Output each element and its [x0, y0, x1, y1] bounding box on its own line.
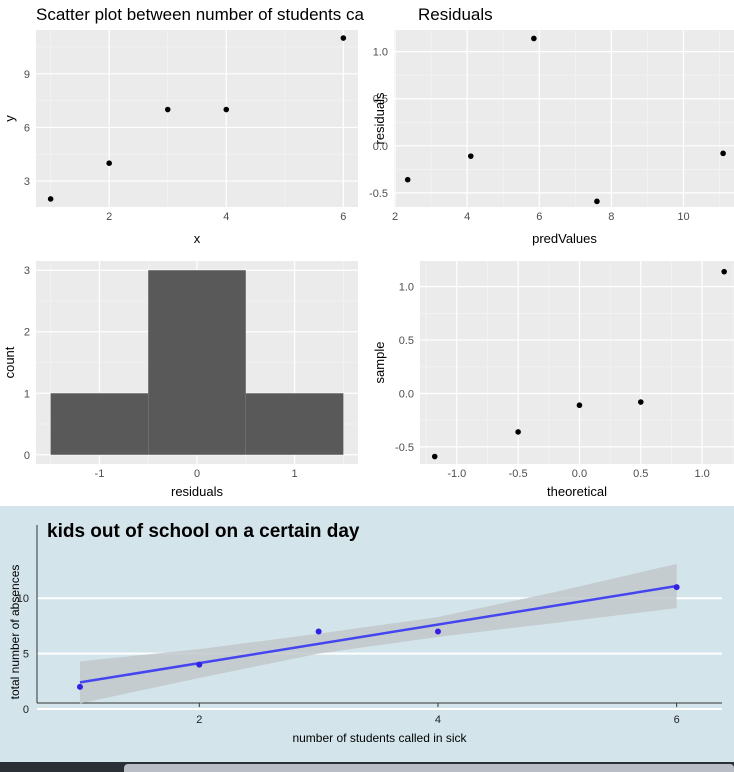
y-axis-label: sample: [372, 342, 387, 384]
x-tick-label: 1: [292, 468, 298, 480]
x-tick-label: 4: [464, 211, 470, 223]
data-point: [106, 160, 112, 166]
x-tick-label: 2: [106, 211, 112, 223]
x-tick-label: -0.5: [509, 468, 528, 480]
histogram-bar: [50, 393, 149, 455]
x-tick-label: 4: [435, 714, 441, 726]
y-tick-label: 0.0: [373, 141, 388, 153]
y-tick-label: -0.5: [369, 188, 388, 200]
x-tick-label: 8: [608, 211, 614, 223]
y-tick-label: 3: [24, 176, 30, 188]
x-tick-label: 2: [392, 211, 398, 223]
chart-2: 2 4 6 8 10 -0.5 0.0 0.5 1.0 Residuals predValues re…: [369, 5, 734, 246]
chart-title: Scatter plot between number of students …: [36, 5, 364, 24]
x-tick-label: 2: [196, 714, 202, 726]
x-tick-label: 0: [194, 468, 200, 480]
x-tick-label: 4: [223, 211, 229, 223]
data-point: [76, 683, 83, 690]
y-tick-label: 1.0: [373, 47, 388, 59]
y-tick-label: 6: [24, 122, 30, 134]
histogram-bar: [148, 270, 246, 455]
y-tick-label: 0.5: [373, 94, 388, 106]
x-tick-label: 0.5: [633, 468, 648, 480]
x-axis-label: theoretical: [547, 484, 607, 499]
x-axis-label: x: [194, 231, 201, 246]
x-axis-label: predValues: [532, 231, 597, 246]
y-tick-label: 3: [24, 265, 30, 277]
chart-title: Residuals: [418, 5, 493, 24]
data-point: [594, 198, 600, 205]
plot-panel: [420, 261, 734, 464]
data-point: [196, 661, 203, 668]
y-axis-label: residuals: [372, 92, 387, 145]
chart-title: kids out of school on a certain day: [47, 521, 360, 542]
data-point: [431, 453, 438, 460]
y-axis-label: count: [2, 346, 17, 378]
x-tick-label: 0.0: [572, 468, 587, 480]
y-tick-label: 0.5: [399, 335, 414, 347]
histogram-bar: [245, 393, 344, 455]
x-tick-label: 10: [677, 211, 689, 223]
x-tick-label: 6: [536, 211, 542, 223]
regression-line: [79, 584, 677, 684]
y-tick-label: 1: [24, 388, 30, 400]
data-point: [637, 399, 644, 405]
data-point: [720, 150, 726, 157]
y-tick-label: -0.5: [395, 442, 414, 454]
data-point: [467, 153, 474, 159]
data-point: [315, 628, 322, 635]
chart-3: -1 0 1 0 1 2 3 residuals count: [2, 261, 358, 499]
x-axis-label: number of students called in sick: [292, 731, 467, 745]
window-bottom-strip: [0, 762, 734, 772]
y-tick-label: 0.0: [399, 388, 414, 400]
data-point: [515, 429, 521, 435]
y-axis-label: total number of absences: [8, 565, 22, 700]
chart-4: -1.0 -0.5 0.0 0.5 1.0 -0.5 0.0 0.5 1.0 theoretica…: [372, 261, 734, 499]
data-point: [223, 106, 230, 113]
y-tick-label: 1.0: [399, 282, 414, 294]
y-tick-label: 0: [23, 704, 29, 716]
x-tick-label: -1.0: [447, 468, 466, 480]
data-point: [721, 268, 727, 275]
chart-5: 2 4 6 0 5 10 kids out of school on a certain d…: [8, 521, 722, 745]
data-point: [531, 35, 537, 42]
plot-panel: [394, 30, 734, 207]
plot-panel: [36, 30, 358, 207]
data-point: [576, 402, 583, 409]
y-tick-label: 0: [24, 450, 30, 462]
x-tick-label: -1: [95, 468, 105, 480]
data-point: [673, 584, 680, 591]
data-point: [164, 106, 171, 113]
x-tick-label: 6: [340, 211, 346, 223]
y-tick-label: 10: [17, 593, 29, 605]
data-point: [434, 628, 441, 635]
y-tick-label: 2: [24, 327, 30, 339]
data-point: [47, 196, 54, 202]
y-tick-label: 9: [24, 69, 30, 81]
x-tick-label: 1.0: [694, 468, 709, 480]
y-tick-label: 5: [23, 649, 29, 661]
x-tick-label: 6: [674, 714, 680, 726]
chart-1: 2 4 6 3 6 9 Scatter plot between number of stu…: [2, 5, 364, 246]
data-point: [340, 35, 347, 41]
x-axis-label: residuals: [171, 484, 224, 499]
dock-bar: [124, 764, 734, 772]
y-axis-label: y: [2, 115, 17, 122]
data-point: [404, 176, 411, 183]
